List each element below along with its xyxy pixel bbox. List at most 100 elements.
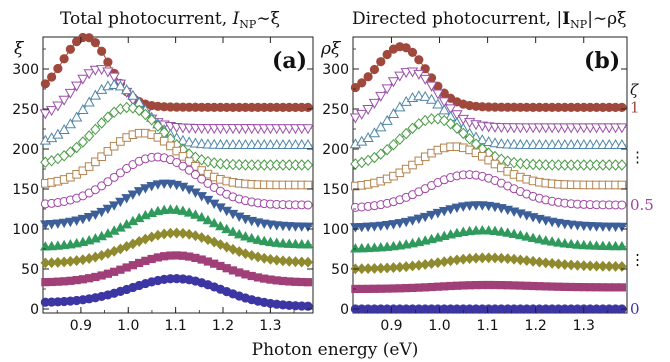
panel-a-series-5 — [40, 152, 313, 210]
panel-a-series-7-point — [65, 146, 76, 158]
panel-a-series-4-point — [302, 222, 314, 233]
panel-a-series-2-point — [284, 255, 295, 267]
panel-b-ytick-label: 200 — [322, 142, 349, 158]
panel-a-series-3-point — [258, 235, 270, 246]
panel-b-series-2-point — [521, 255, 532, 267]
panel-a-xtick-label: 1.1 — [164, 318, 186, 334]
panel-a-series-9-point — [83, 69, 95, 80]
panel-a-series-4-point — [96, 207, 107, 218]
panel-a-series-9-point — [58, 95, 70, 106]
panel-a-label: (a) — [272, 48, 307, 74]
panel-b-series-3-point — [597, 240, 609, 250]
panel-a-series-2 — [40, 227, 313, 269]
panel-a-series-9-point — [102, 67, 114, 78]
panel-a-series-3-point — [221, 223, 233, 234]
panel-a-series-8-point — [120, 84, 133, 95]
panel-a-series-10-point — [84, 33, 94, 43]
panel-a-ytick-label: 250 — [12, 102, 39, 118]
panel-b-series-10-point — [407, 47, 418, 57]
panel-b-series-9-point — [368, 98, 381, 109]
panel-b-series-3-point — [546, 236, 558, 246]
panel-a-series-5-point — [103, 177, 113, 187]
panel-b-series-4-point — [381, 221, 393, 231]
panel-a-series-8-point — [108, 78, 120, 90]
panel-b-series-2-point — [540, 257, 551, 269]
panel-b-series-7-point — [451, 122, 463, 134]
panel-a-series-4-point — [46, 220, 57, 230]
panel-a-series-3-point — [227, 226, 239, 236]
panel-b-series-4-point — [432, 208, 444, 219]
panel-a-series-2-point — [296, 256, 307, 268]
panel-a-series-1 — [41, 251, 313, 287]
panel-b-series-4-point — [356, 222, 368, 233]
panel-b-series-9-point — [381, 84, 393, 95]
panel-a-series-6-point — [184, 157, 194, 166]
panel-a-series-2-point — [253, 251, 263, 263]
panel-b: 0.9 1.0 1.1 1.2 1.3 0 50 100 150 200 250 300 ρξ (b)… — [320, 36, 654, 334]
panel-b-series-2-point — [559, 259, 570, 270]
panel-b-series-3-point — [565, 238, 577, 249]
panel-a-series-4-point — [71, 216, 82, 226]
panel-a-series-3-point — [233, 228, 245, 239]
panel-a-series-3-point — [202, 214, 214, 225]
panel-b-series-5 — [350, 170, 627, 212]
panel-b-series-4-point — [438, 206, 450, 217]
panel-b-series-3-point — [515, 229, 526, 240]
panel-b-series-4-point — [375, 221, 387, 232]
panel-b-series-3-point — [508, 228, 520, 238]
panel-a-series-9-point — [39, 109, 52, 120]
panel-b-xtick-label: 1.0 — [428, 318, 450, 334]
panel-b-series-10-point — [363, 72, 373, 82]
panel-b-series-9-point — [413, 69, 425, 80]
panel-a-series-8-point — [64, 118, 77, 129]
panel-b-series-5-point — [617, 200, 627, 210]
panel-a-series-5-point — [97, 181, 107, 191]
panel-b-series-2-point — [578, 260, 589, 272]
panel-b-series-8-point — [432, 98, 444, 109]
panel-b-series-8-point — [489, 137, 501, 148]
panel-b-series-4-point — [388, 220, 399, 230]
panel-b-series-10-point — [376, 57, 386, 67]
panel-b-ytick-label: 0 — [340, 302, 349, 318]
panel-a-series-2-point — [265, 253, 276, 265]
panel-a-series-6-point — [84, 162, 94, 171]
panel-a-series-9-point — [70, 81, 83, 92]
panel-a-series-7-point — [133, 104, 145, 117]
panel-b-series-6-point — [617, 180, 627, 190]
panel-a-series-4-point — [102, 204, 114, 215]
panel-b-series-4-point — [464, 201, 475, 212]
panel-b-series-10-point — [414, 55, 424, 65]
panel-a-series-10-point — [59, 54, 69, 64]
panel-a-series-4-point — [40, 220, 51, 230]
panel-b-series-10-point — [382, 49, 392, 60]
panel-b-series-4-point — [407, 216, 418, 226]
zeta-label: ζ — [630, 81, 639, 99]
panel-b-series-9-point — [375, 91, 387, 102]
panel-b-series-9 — [349, 67, 628, 134]
panel-b-series-7-point — [394, 133, 405, 145]
panel-a-series-2-point — [303, 256, 313, 268]
panel-a-series-2-point — [178, 227, 188, 239]
panel-a-series-6-point — [166, 141, 175, 151]
panel-a-series-4-point — [77, 214, 89, 225]
panel-b-series-9-point — [362, 105, 374, 116]
panel-b-series-2-point — [515, 254, 526, 266]
panel-a-series-6-point — [159, 136, 169, 146]
panel-a-series-6 — [41, 128, 313, 190]
panel-b-series-7-point — [508, 156, 520, 169]
panel-a-series-7-point — [140, 108, 151, 121]
panel-a-series-3-point — [283, 238, 295, 248]
panel-a-series-9-point — [77, 74, 89, 85]
panel-b-series-4-point — [457, 202, 469, 212]
panel-a-series-4-point — [140, 184, 151, 194]
panel-a-series-8-point — [127, 89, 139, 100]
panel-a-series-10-point — [103, 57, 113, 67]
panel-b-series-8-point — [482, 136, 495, 147]
panel-b-series-3-point — [578, 239, 590, 250]
panel-b-series-3-point — [476, 224, 488, 235]
panel-b-series-8-point — [381, 114, 393, 125]
panel-b-series-4-point — [426, 210, 437, 221]
panel-a-series-7-point — [77, 136, 89, 148]
panel-b-series-3-point — [521, 231, 533, 241]
panel-a-xtick-label: 1.2 — [212, 318, 234, 334]
